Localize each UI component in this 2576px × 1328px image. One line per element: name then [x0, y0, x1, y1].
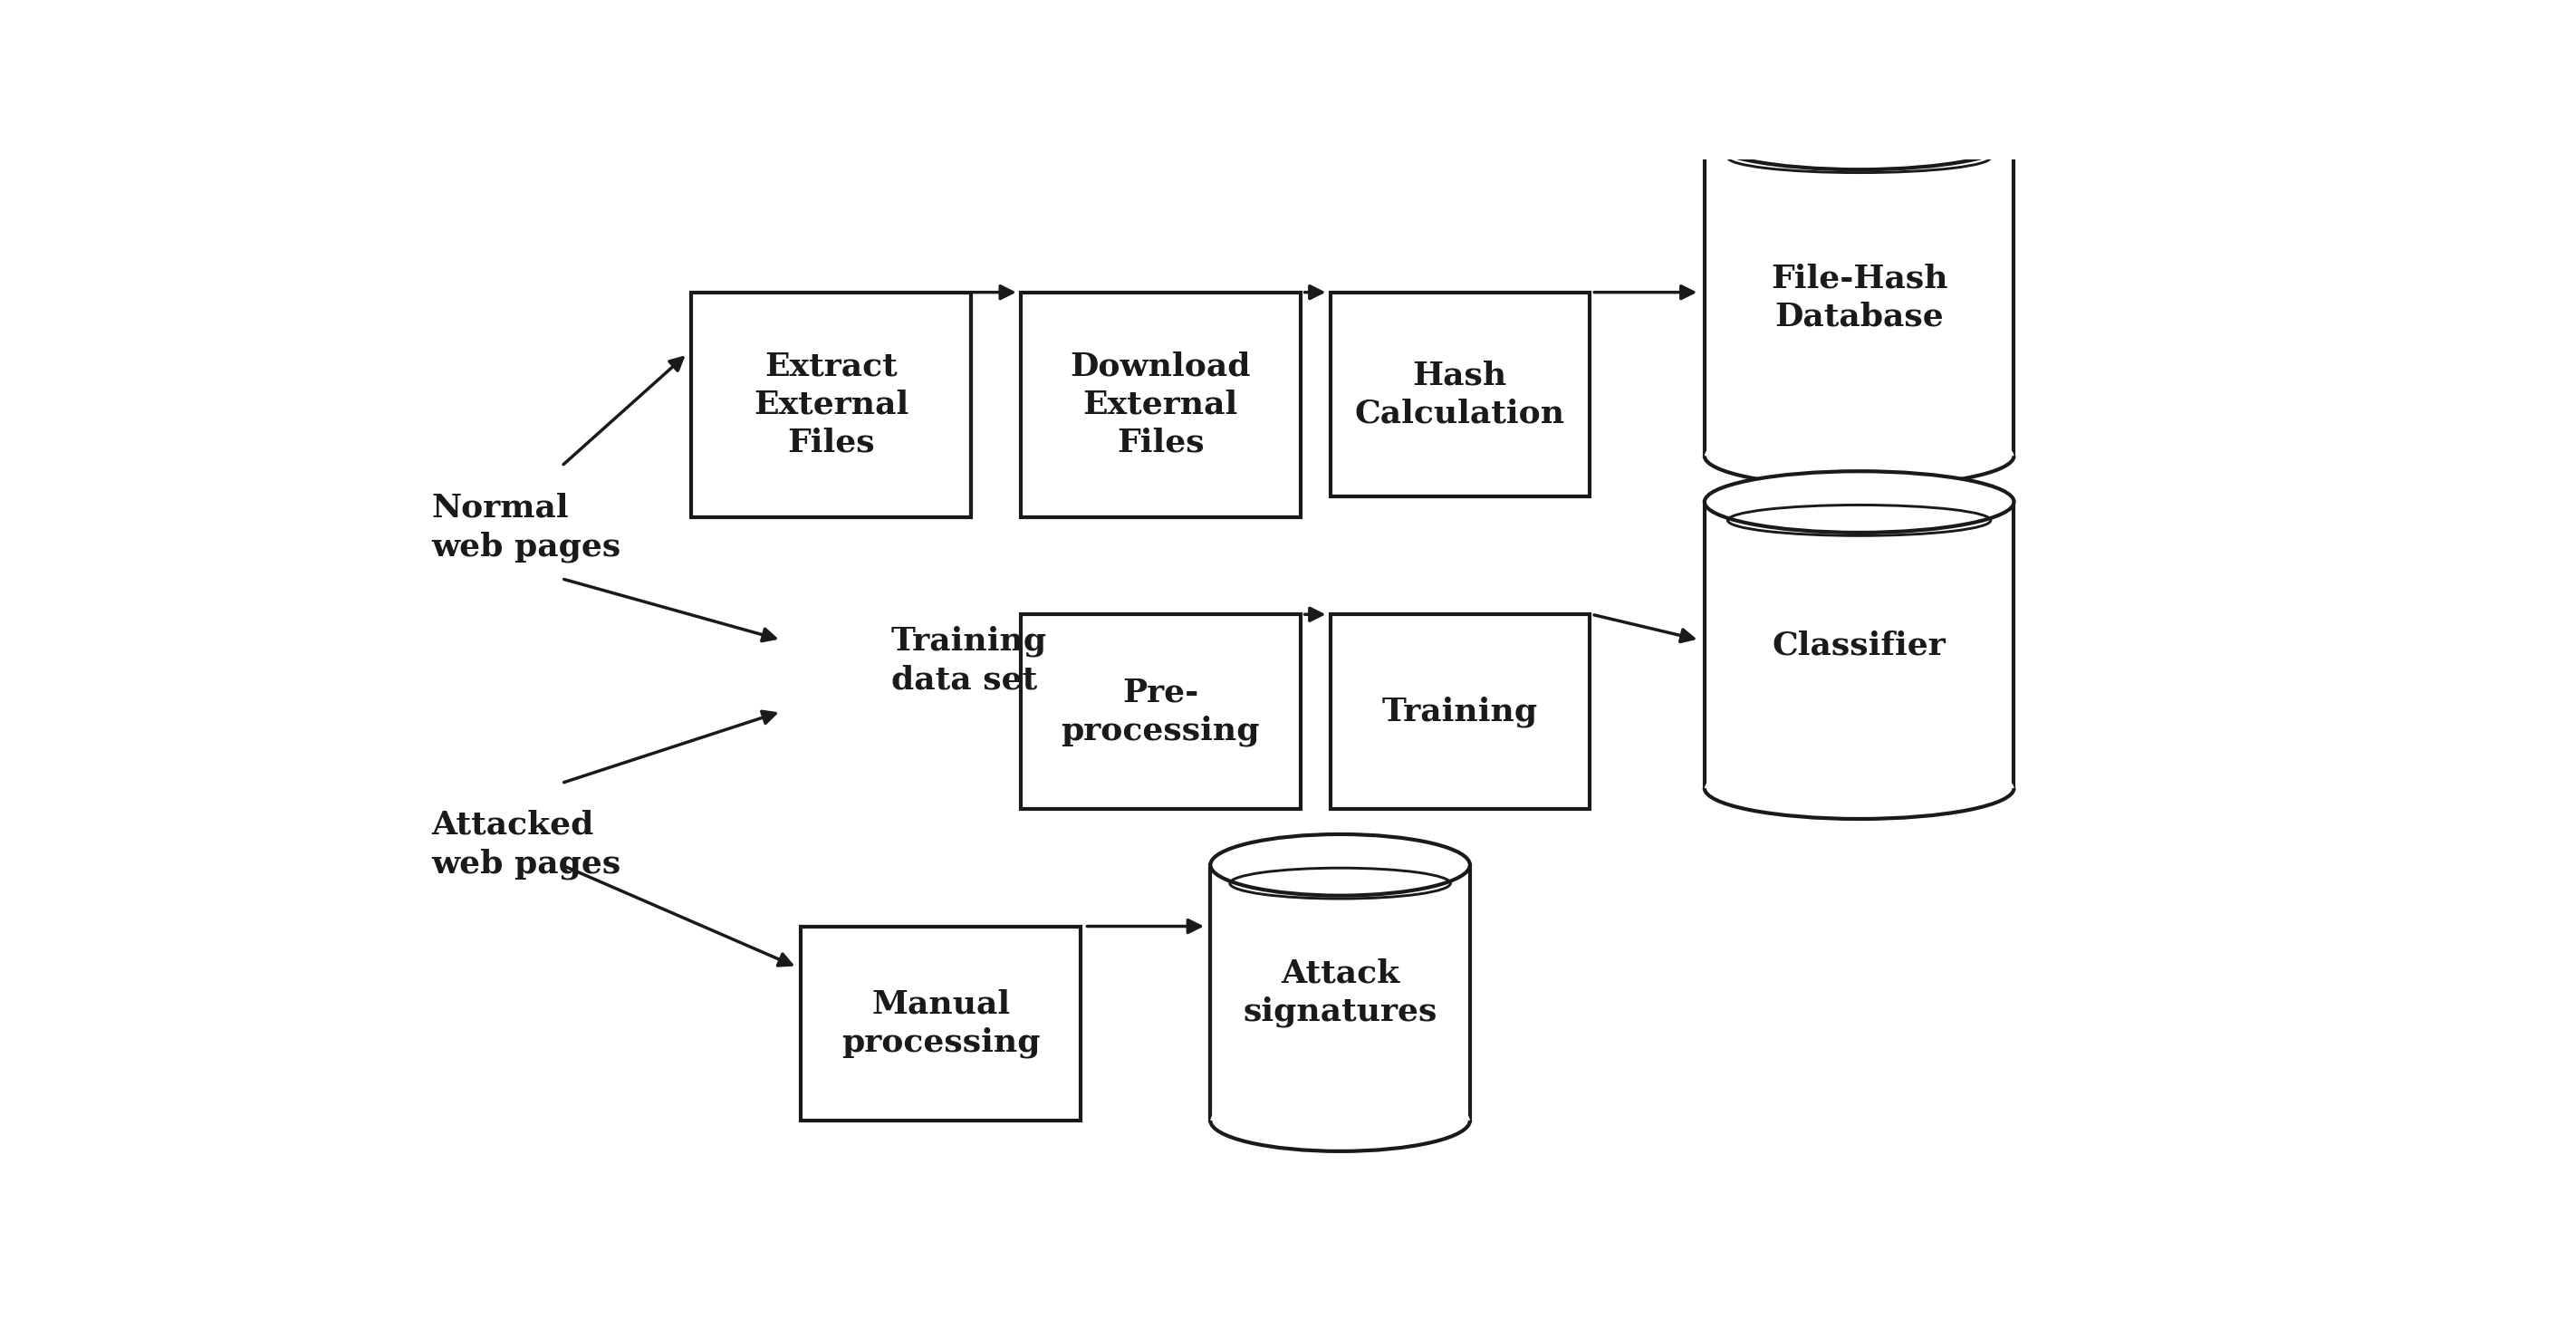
Text: Attacked
web pages: Attacked web pages [433, 810, 621, 879]
Text: Classifier: Classifier [1772, 629, 1945, 660]
Ellipse shape [1705, 757, 2014, 819]
Polygon shape [1211, 865, 1471, 1121]
Bar [801, 927, 1082, 1121]
Bar [1329, 292, 1589, 497]
Ellipse shape [1705, 425, 2014, 486]
Ellipse shape [1211, 1090, 1471, 1151]
Text: Extract
External
Files: Extract External Files [755, 351, 909, 458]
Bar [1020, 615, 1301, 809]
Ellipse shape [1705, 109, 2014, 170]
Text: Training: Training [1381, 696, 1538, 728]
Text: Manual
processing: Manual processing [842, 989, 1041, 1058]
Bar [1020, 292, 1301, 518]
Ellipse shape [1211, 834, 1471, 895]
Text: Hash
Calculation: Hash Calculation [1355, 360, 1566, 429]
Text: Attack
signatures: Attack signatures [1244, 957, 1437, 1028]
Text: Normal
web pages: Normal web pages [433, 493, 621, 562]
Bar [1329, 615, 1589, 809]
Text: Training
data set: Training data set [891, 625, 1046, 695]
Bar [690, 292, 971, 518]
Polygon shape [1705, 139, 2014, 456]
Ellipse shape [1705, 471, 2014, 533]
Polygon shape [1705, 502, 2014, 789]
Text: Download
External
Files: Download External Files [1069, 351, 1252, 458]
Text: Pre-
processing: Pre- processing [1061, 677, 1260, 746]
Text: File-Hash
Database: File-Hash Database [1770, 263, 1947, 332]
